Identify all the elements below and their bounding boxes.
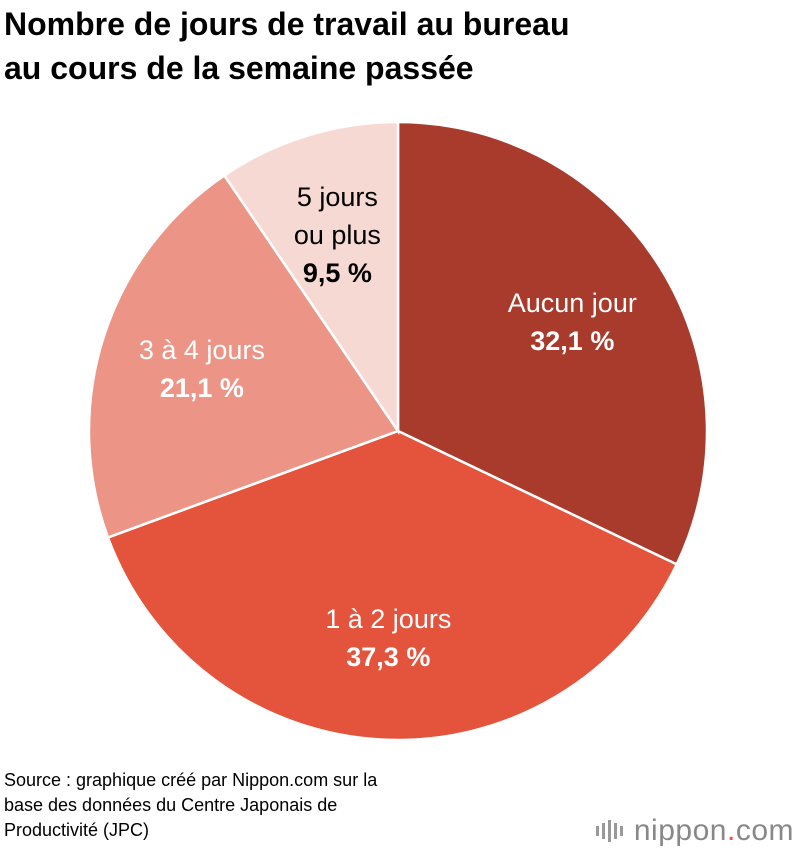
chart-title: Nombre de jours de travail au bureau au … <box>4 2 784 90</box>
slice-label-aucun-jour-1: Aucun jour <box>508 288 637 318</box>
logo-name: nippon <box>633 814 727 847</box>
source-line-2: base des données du Centre Japonais de <box>4 795 338 815</box>
slice-value-aucun-jour: 32,1 % <box>530 326 614 356</box>
slice-label-3-a-4-jours-1: 3 à 4 jours <box>139 335 265 365</box>
logo-dot: . <box>726 814 736 847</box>
chart-title-line-2: au cours de la semaine passée <box>4 50 474 86</box>
nippon-bars-icon <box>595 820 626 842</box>
chart-title-line-1: Nombre de jours de travail au bureau <box>4 6 570 42</box>
source-line-1: Source : graphique créé par Nippon.com s… <box>4 770 378 790</box>
source-line-3: Productivité (JPC) <box>4 820 150 840</box>
slice-label-5-jours-ou-plus-1: 5 jours <box>297 182 378 212</box>
slice-value-1-a-2-jours: 37,3 % <box>346 642 430 672</box>
pie-slice-1-a-2-jours <box>106 429 679 742</box>
pie-slice-3-a-4-jours <box>87 173 400 540</box>
source-note: Source : graphique créé par Nippon.com s… <box>4 768 564 843</box>
slice-value-5-jours-ou-plus: 9,5 % <box>303 258 372 288</box>
logo-suffix: com <box>735 814 794 847</box>
slice-label-1-a-2-jours-1: 1 à 2 jours <box>325 604 451 634</box>
nippon-logo: nippon. com <box>595 814 794 848</box>
slice-value-3-a-4-jours: 21,1 % <box>160 373 244 403</box>
pie-slice-5-jours-ou-plus <box>222 120 400 436</box>
pie-slice-aucun-jour <box>396 120 709 566</box>
slice-label-5-jours-ou-plus-2: ou plus <box>294 220 381 250</box>
